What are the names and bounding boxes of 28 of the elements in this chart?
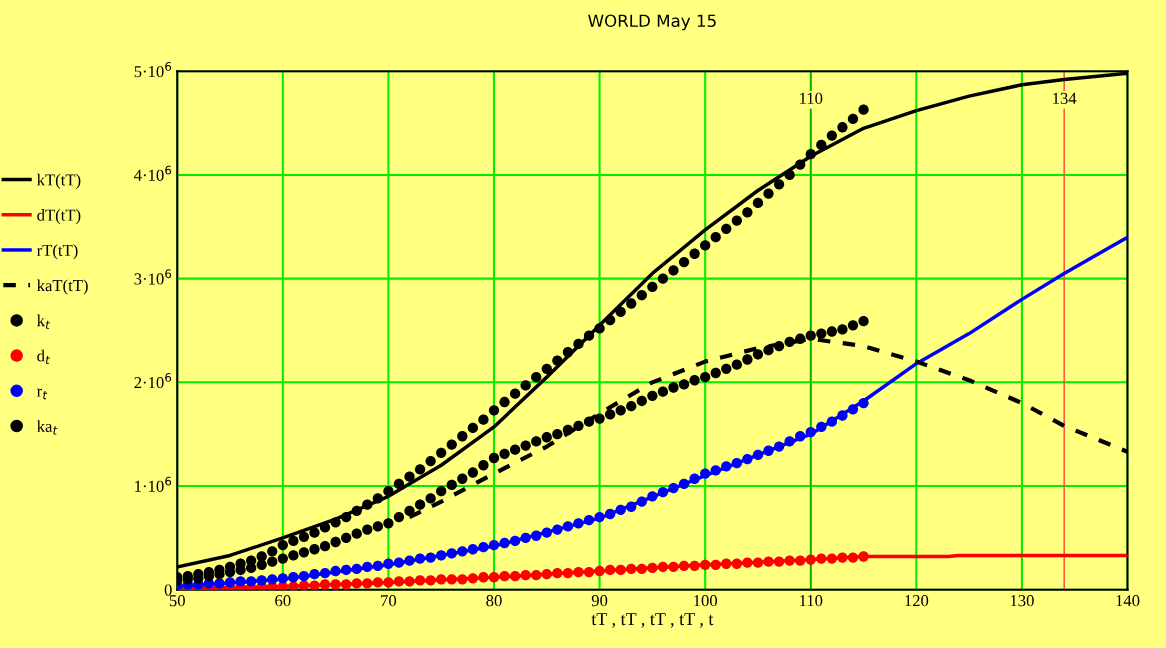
x-tick-label: 130 xyxy=(1010,595,1034,607)
ref-line-label: 110 xyxy=(800,92,823,104)
x-axis-title: tT , tT , tT , tT , t xyxy=(591,613,714,628)
legend-label: kaT(tT) xyxy=(36,279,88,295)
chart-title: WORLD May 15 xyxy=(588,14,716,31)
y-tick-label: 5·10$^{6}$ xyxy=(134,62,172,78)
ref-line-label: 134 xyxy=(1053,92,1077,104)
y-tick-label: 3·10$^{6}$ xyxy=(134,269,172,285)
legend-label: ka$_{t}$ xyxy=(36,420,58,435)
legend-label: k$_{t}$ xyxy=(36,314,51,329)
x-tick-label: 80 xyxy=(486,595,502,607)
y-tick-label: 1·10$^{6}$ xyxy=(135,476,172,492)
y-tick-label: 4·10$^{6}$ xyxy=(134,165,172,181)
legend-label: kT(tT) xyxy=(36,173,81,189)
x-tick-label: 110 xyxy=(800,595,823,607)
x-tick-label: 100 xyxy=(694,595,718,607)
y-tick-label: 0 xyxy=(164,584,172,596)
x-tick-label: 60 xyxy=(275,595,291,607)
legend-label: r$_{t}$ xyxy=(37,388,48,400)
x-tick-label: 70 xyxy=(381,595,397,607)
x-tick-label: 90 xyxy=(591,595,608,607)
legend-label: d$_{t}$ xyxy=(37,349,51,365)
legend-label: dT(tT) xyxy=(37,209,81,225)
x-tick-label: 50 xyxy=(169,595,185,607)
x-tick-label: 140 xyxy=(1116,595,1140,607)
x-tick-label: 120 xyxy=(905,595,929,607)
legend-label: rT(tT) xyxy=(37,244,78,260)
y-tick-label: 2·10$^{6}$ xyxy=(134,373,172,389)
